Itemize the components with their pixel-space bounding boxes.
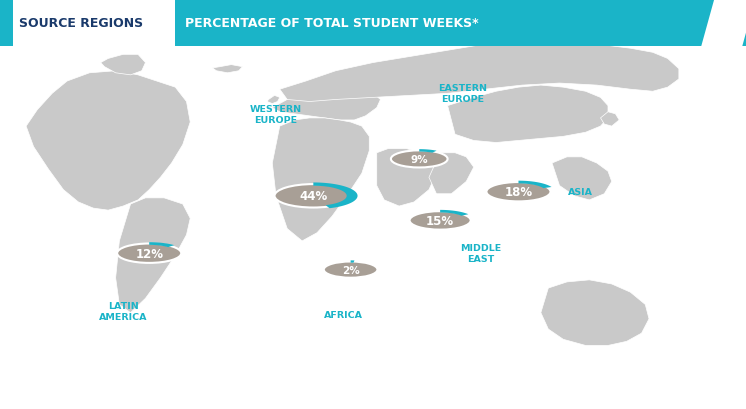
Polygon shape <box>272 92 380 121</box>
Ellipse shape <box>391 151 448 168</box>
Ellipse shape <box>324 262 377 278</box>
Polygon shape <box>149 243 175 247</box>
Text: EASTERN
EUROPE: EASTERN EUROPE <box>438 84 487 104</box>
Polygon shape <box>419 150 436 153</box>
Polygon shape <box>267 96 280 104</box>
Polygon shape <box>280 43 679 102</box>
Polygon shape <box>716 0 746 47</box>
Text: MIDDLE
EAST: MIDDLE EAST <box>460 243 502 264</box>
Polygon shape <box>26 72 190 211</box>
Polygon shape <box>101 55 145 76</box>
Polygon shape <box>541 280 649 346</box>
Text: 15%: 15% <box>426 214 454 227</box>
Text: WESTERN
EUROPE: WESTERN EUROPE <box>250 104 302 125</box>
Polygon shape <box>116 198 190 313</box>
Text: 2%: 2% <box>342 265 360 275</box>
Text: LATIN
AMERICA: LATIN AMERICA <box>98 301 148 321</box>
Polygon shape <box>313 183 357 209</box>
Polygon shape <box>552 157 612 200</box>
Polygon shape <box>377 149 436 207</box>
Text: ASIA: ASIA <box>568 188 594 197</box>
Polygon shape <box>601 112 619 127</box>
Polygon shape <box>351 261 354 263</box>
Polygon shape <box>429 153 474 194</box>
Text: PERCENTAGE OF TOTAL STUDENT WEEKS*: PERCENTAGE OF TOTAL STUDENT WEEKS* <box>185 17 479 30</box>
Polygon shape <box>518 181 551 189</box>
Polygon shape <box>272 119 369 241</box>
Polygon shape <box>448 86 608 143</box>
FancyBboxPatch shape <box>0 0 746 47</box>
Ellipse shape <box>117 244 181 263</box>
Polygon shape <box>213 65 242 74</box>
Polygon shape <box>175 0 746 47</box>
Text: 12%: 12% <box>135 247 163 260</box>
Polygon shape <box>701 0 740 47</box>
Text: 18%: 18% <box>504 186 533 199</box>
Ellipse shape <box>410 211 471 230</box>
Ellipse shape <box>275 184 352 208</box>
FancyBboxPatch shape <box>0 0 13 47</box>
Polygon shape <box>440 210 468 216</box>
Text: AFRICA: AFRICA <box>324 310 363 319</box>
Ellipse shape <box>486 182 551 202</box>
Text: SOURCE REGIONS: SOURCE REGIONS <box>19 17 142 30</box>
Text: 44%: 44% <box>299 190 327 203</box>
Text: 9%: 9% <box>410 155 428 164</box>
